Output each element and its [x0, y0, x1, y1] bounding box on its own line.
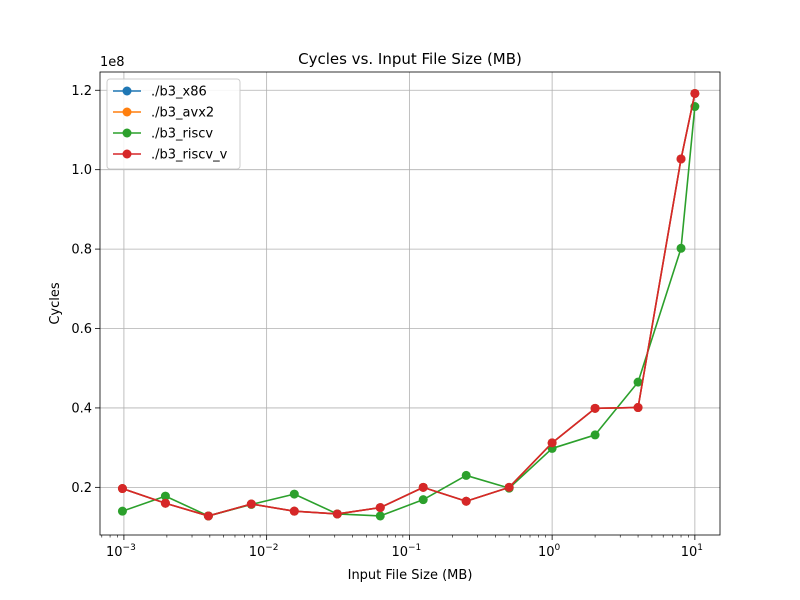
- data-point: [418, 482, 428, 492]
- data-point: [160, 498, 170, 508]
- y-tick-label: 1.2: [71, 84, 92, 99]
- data-point: [676, 243, 686, 253]
- data-point: [461, 496, 471, 506]
- y-tick-label: 1.0: [71, 163, 92, 178]
- data-point: [590, 430, 600, 440]
- data-point: [246, 499, 256, 509]
- legend-swatch-marker: [122, 128, 132, 138]
- axes-frame: [99, 71, 721, 536]
- data-point: [676, 154, 686, 164]
- y-axis-label: Cycles: [48, 282, 63, 325]
- data-point: [504, 482, 514, 492]
- series-layer: [117, 88, 700, 521]
- y-offset-label: 1e8: [100, 55, 125, 70]
- data-point: [418, 495, 428, 505]
- data-point: [117, 506, 127, 516]
- data-point: [289, 506, 299, 516]
- chart-title: Cycles vs. Input File Size (MB): [298, 50, 522, 68]
- y-tick-label: 0.8: [71, 243, 92, 258]
- legend: ./b3_x86 ./b3_avx2 ./b3_riscv ./b3_riscv_v: [106, 78, 241, 170]
- legend-label: ./b3_riscv: [151, 127, 213, 142]
- x-axis-ticks: 10−3 10−2 10−1 100 101: [101, 535, 703, 560]
- legend-swatch-marker: [122, 86, 132, 96]
- data-point: [590, 403, 600, 413]
- data-point: [117, 484, 127, 494]
- data-point: [375, 511, 385, 521]
- legend-box: [106, 78, 241, 170]
- y-tick-label: 0.6: [71, 322, 92, 337]
- x-axis-label: Input File Size (MB): [348, 568, 473, 583]
- y-axis-ticks: 0.2 0.4 0.6 0.8 1.0 1.2: [71, 84, 100, 496]
- y-tick-label: 0.2: [71, 481, 92, 496]
- data-point: [203, 511, 213, 521]
- data-point: [375, 503, 385, 513]
- x-tick-label: 101: [681, 543, 703, 560]
- data-point: [332, 509, 342, 519]
- data-point: [461, 470, 471, 480]
- legend-label: ./b3_riscv_v: [151, 148, 228, 163]
- legend-swatch-marker: [122, 107, 132, 117]
- x-tick-label: 10−2: [249, 543, 279, 560]
- y-tick-label: 0.4: [71, 401, 92, 416]
- data-point: [547, 438, 557, 448]
- legend-label: ./b3_x86: [151, 85, 207, 100]
- legend-label: ./b3_avx2: [151, 106, 214, 121]
- x-tick-label: 10−1: [391, 543, 421, 560]
- data-point: [633, 377, 643, 387]
- x-tick-label: 10−3: [106, 543, 136, 560]
- legend-swatch-marker: [122, 149, 132, 159]
- x-tick-label: 100: [538, 543, 561, 560]
- data-point: [160, 491, 170, 501]
- data-point: [289, 489, 299, 499]
- data-point: [690, 88, 700, 98]
- data-point: [633, 403, 643, 413]
